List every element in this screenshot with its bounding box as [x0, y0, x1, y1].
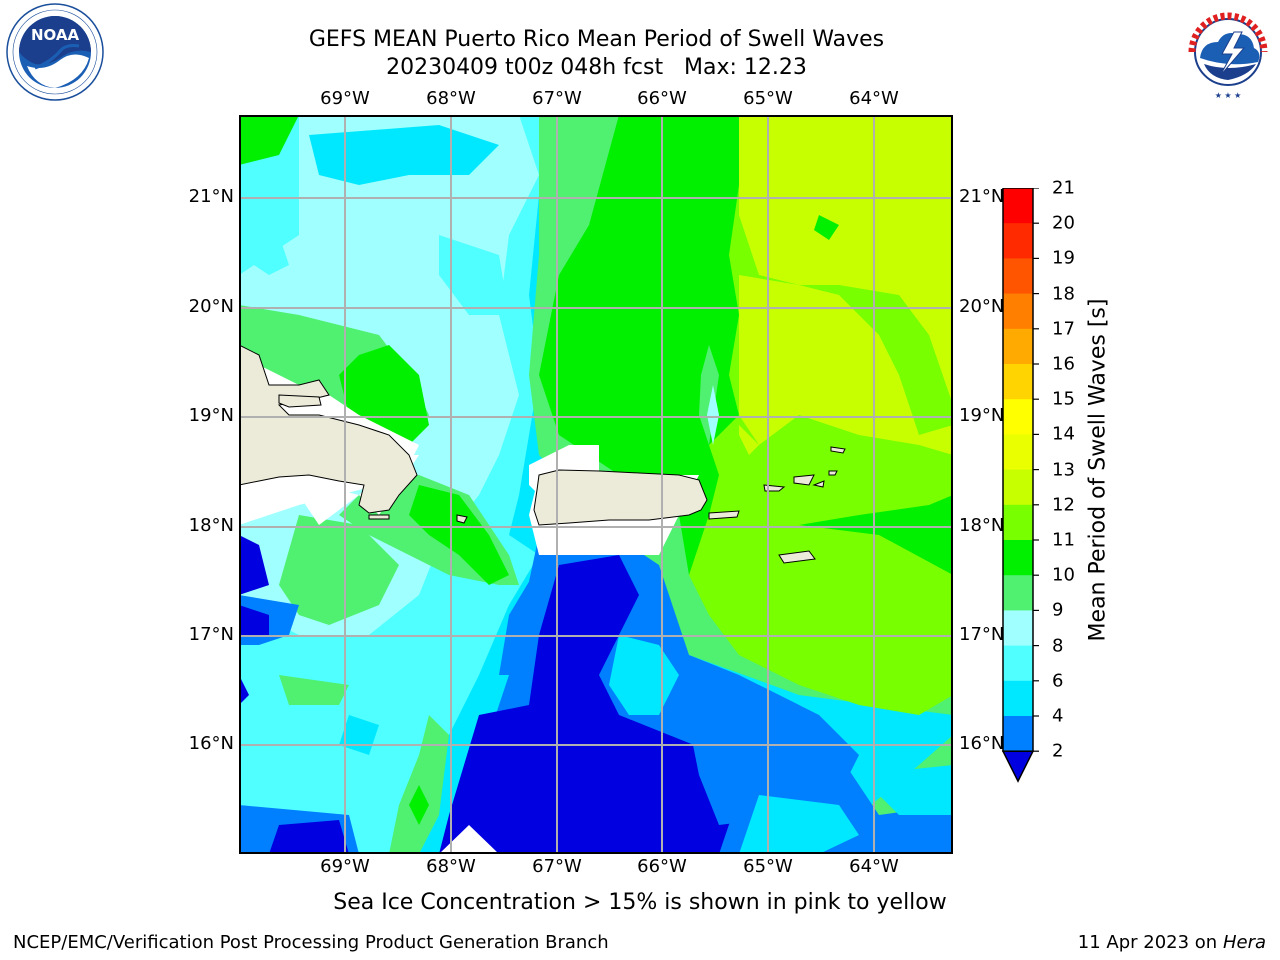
- colorbar-tick-label: 9: [1052, 599, 1064, 621]
- lon-tick-bottom: 68°W: [426, 856, 476, 877]
- colorbar-band: [1003, 469, 1033, 506]
- colorbar-tick-label: 2: [1052, 740, 1064, 762]
- colorbar-tick-label: 17: [1052, 318, 1075, 340]
- colorbar-band: [1003, 188, 1033, 224]
- colorbar-band: [1003, 223, 1033, 259]
- colorbar-tick-label: 12: [1052, 494, 1075, 516]
- footer-date-text: 11 Apr 2023 on: [1077, 932, 1218, 953]
- lon-tick-bottom: 67°W: [532, 856, 582, 877]
- lat-tick-right: 19°N: [959, 405, 1005, 426]
- lon-tick-bottom: 64°W: [849, 856, 899, 877]
- noaa-logo-text: NOAA: [31, 26, 80, 44]
- footer-date: 11 Apr 2023 on Hera: [1078, 932, 1266, 953]
- graticule: [239, 115, 953, 854]
- colorbar-tick-label: 21: [1052, 177, 1075, 199]
- colorbar-band: [1003, 716, 1033, 752]
- colorbar-tick-label: 13: [1052, 459, 1075, 481]
- lat-tick-right: 17°N: [959, 624, 1005, 645]
- lat-tick-left: 20°N: [188, 296, 234, 317]
- colorbar-band: [1003, 645, 1033, 682]
- footer-credit: NCEP/EMC/Verification Post Processing Pr…: [13, 932, 609, 953]
- colorbar-band: [1003, 364, 1033, 400]
- svg-text:★ ★ ★: ★ ★ ★: [1215, 91, 1242, 100]
- lon-tick-bottom: 66°W: [637, 856, 687, 877]
- footer-host: Hera: [1222, 932, 1266, 953]
- chart-title-line2: 20230409 t00z 048h fcst Max: 12.23: [386, 55, 807, 80]
- colorbar-extend-triangle: [1001, 750, 1035, 783]
- lon-tick-top: 65°W: [743, 88, 793, 109]
- colorbar-band: [1003, 328, 1033, 365]
- chart-title-line1: GEFS MEAN Puerto Rico Mean Period of Swe…: [308, 27, 885, 52]
- lat-tick-left: 17°N: [188, 624, 234, 645]
- colorbar-band: [1003, 575, 1033, 611]
- colorbar-band: [1003, 540, 1033, 576]
- lon-tick-bottom: 69°W: [320, 856, 370, 877]
- colorbar-band: [1003, 399, 1033, 435]
- lat-tick-left: 16°N: [188, 733, 234, 754]
- colorbar-band: [1003, 610, 1033, 647]
- colorbar-tick-label: 4: [1052, 705, 1064, 727]
- colorbar-band: [1003, 434, 1033, 471]
- colorbar-tick-label: 19: [1052, 247, 1075, 269]
- colorbar-tick-label: 8: [1052, 635, 1064, 657]
- colorbar-band: [1003, 293, 1033, 330]
- sea-ice-note: Sea Ice Concentration > 15% is shown in …: [333, 890, 947, 915]
- map-plot: [239, 115, 953, 854]
- colorbar-band: [1003, 504, 1033, 541]
- colorbar-tick-label: 18: [1052, 283, 1075, 305]
- lon-tick-top: 66°W: [637, 88, 687, 109]
- lat-tick-left: 19°N: [188, 405, 234, 426]
- lat-tick-left: 18°N: [188, 515, 234, 536]
- lat-tick-right: 16°N: [959, 733, 1005, 754]
- lon-tick-top: 67°W: [532, 88, 582, 109]
- colorbar-tick-label: 10: [1052, 564, 1075, 586]
- lon-tick-top: 68°W: [426, 88, 476, 109]
- colorbar-label: Mean Period of Swell Waves [s]: [1085, 298, 1111, 642]
- noaa-logo: NOAA: [6, 3, 104, 101]
- lon-tick-top: 69°W: [320, 88, 370, 109]
- colorbar-tick-label: 16: [1052, 353, 1075, 375]
- map-frame: [239, 115, 953, 854]
- colorbar-tick-label: 15: [1052, 388, 1075, 410]
- colorbar-tick-label: 14: [1052, 423, 1075, 445]
- colorbar: [1001, 188, 1039, 783]
- lon-tick-top: 64°W: [849, 88, 899, 109]
- lat-tick-right: 21°N: [959, 186, 1005, 207]
- lat-tick-left: 21°N: [188, 186, 234, 207]
- colorbar-band: [1003, 680, 1033, 717]
- lat-tick-right: 20°N: [959, 296, 1005, 317]
- lat-tick-right: 18°N: [959, 515, 1005, 536]
- colorbar-tick-label: 20: [1052, 212, 1075, 234]
- colorbar-tick-label: 6: [1052, 670, 1064, 692]
- lon-tick-bottom: 65°W: [743, 856, 793, 877]
- colorbar-tick-label: 11: [1052, 529, 1075, 551]
- colorbar-band: [1003, 258, 1033, 295]
- nws-logo: ★ ★ ★: [1180, 4, 1276, 100]
